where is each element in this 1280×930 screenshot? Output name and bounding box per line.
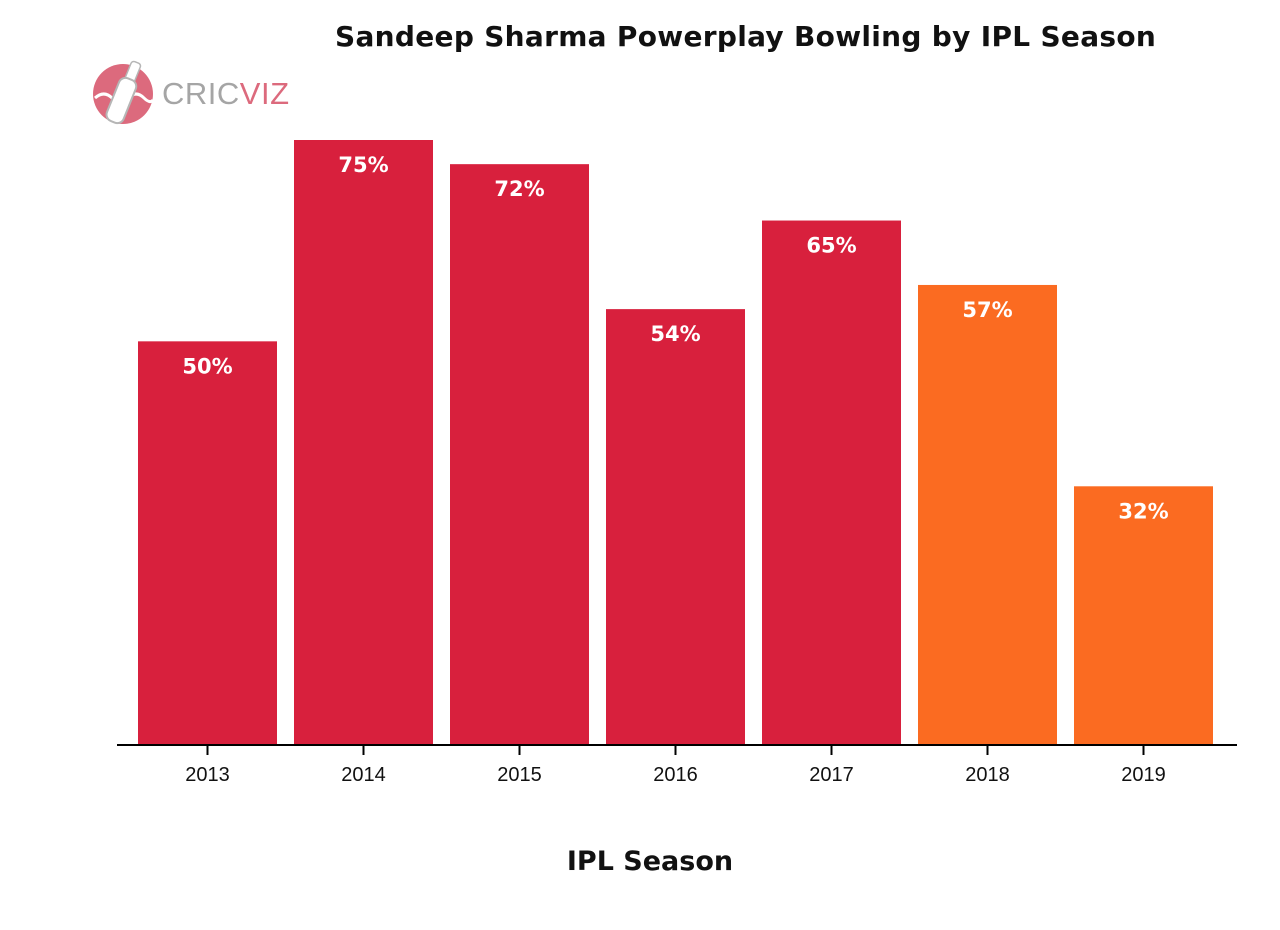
bar-2015 [450,164,589,744]
chart-title: Sandeep Sharma Powerplay Bowling by IPL … [335,20,1157,53]
value-label-2015: 72% [494,177,544,201]
cricviz-logo: CRICVIZ [92,60,290,128]
x-tick-label-2016: 2016 [653,764,698,786]
value-label-2019: 32% [1118,499,1168,523]
bar-2014 [294,140,433,744]
x-tick-label-2015: 2015 [497,764,542,786]
x-tick-label-2017: 2017 [809,764,854,786]
x-tick-label-2014: 2014 [341,764,386,786]
x-tick-label-2018: 2018 [965,764,1010,786]
bar-2013 [138,341,277,744]
bar-2019 [1074,486,1213,744]
x-tick-label-2019: 2019 [1121,764,1166,786]
value-label-2014: 75% [338,153,388,177]
bar-2016 [606,309,745,744]
value-label-2017: 65% [806,234,856,258]
x-tick-label-2013: 2013 [185,764,230,786]
value-label-2018: 57% [962,298,1012,322]
value-label-2016: 54% [650,322,700,346]
bar-2017 [762,220,901,745]
x-axis-title: IPL Season [566,846,734,877]
value-label-2013: 50% [182,354,232,378]
cricket-bat-icon [93,60,155,125]
logo-wordmark: CRICVIZ [162,76,290,111]
bar-2018 [918,284,1057,744]
